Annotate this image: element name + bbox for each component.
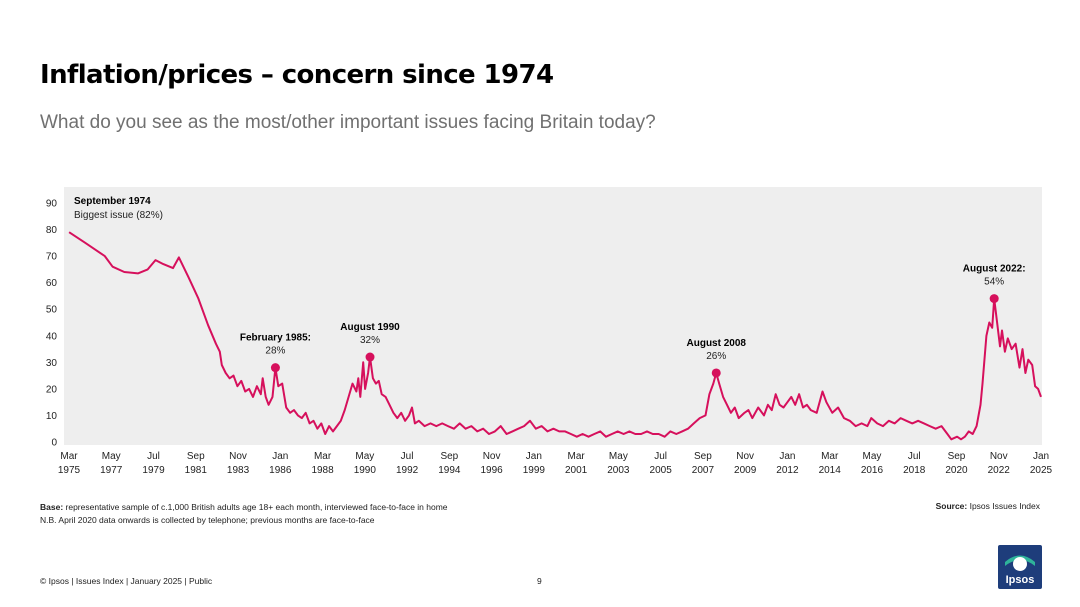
x-tick-month: Mar (821, 451, 839, 462)
x-tick-month: Jan (779, 451, 795, 462)
x-tick-month: May (609, 451, 628, 462)
y-tick-label: 40 (46, 331, 58, 342)
x-tick-month: Jul (401, 451, 414, 462)
x-tick-year: 1990 (354, 465, 377, 476)
footer-text: © Ipsos | Issues Index | January 2025 | … (40, 576, 213, 586)
page-subtitle: What do you see as the most/other import… (40, 112, 656, 133)
annotation-detail: Biggest issue (82%) (74, 210, 163, 221)
y-tick-label: 20 (46, 384, 58, 395)
y-tick-label: 70 (46, 252, 58, 263)
x-tick-year: 2007 (692, 465, 715, 476)
annotation-detail: 54% (984, 277, 1004, 288)
annotation-title: February 1985: (240, 333, 311, 344)
annotation-title: August 2022: (963, 264, 1026, 275)
x-tick-year: 1988 (311, 465, 334, 476)
x-tick-year: 2005 (650, 465, 673, 476)
y-tick-label: 60 (46, 278, 58, 289)
x-tick-year: 1975 (58, 465, 81, 476)
x-tick-month: May (862, 451, 881, 462)
page-title: Inflation/prices – concern since 1974 (40, 60, 554, 90)
x-tick-month: Mar (60, 451, 78, 462)
x-tick-year: 2003 (607, 465, 630, 476)
logo-text: Ipsos (1006, 574, 1035, 586)
x-tick-year: 2022 (988, 465, 1011, 476)
x-tick-year: 1979 (142, 465, 165, 476)
page-number: 9 (537, 576, 542, 586)
x-tick-year: 2016 (861, 465, 884, 476)
annotation-title: September 1974 (74, 196, 151, 207)
x-tick-month: Mar (568, 451, 586, 462)
x-tick-month: Jul (147, 451, 160, 462)
source: Source: Ipsos Issues Index (936, 501, 1040, 511)
x-tick-year: 2025 (1030, 465, 1053, 476)
x-tick-month: Sep (694, 451, 712, 462)
x-tick-year: 2018 (903, 465, 926, 476)
x-tick-year: 1986 (269, 465, 292, 476)
x-tick-year: 1983 (227, 465, 250, 476)
y-tick-label: 10 (46, 411, 58, 422)
x-tick-month: Nov (990, 451, 1008, 462)
source-text: Ipsos Issues Index (967, 501, 1040, 511)
y-tick-label: 30 (46, 358, 58, 369)
x-tick-month: Jul (654, 451, 667, 462)
y-tick-label: 0 (51, 438, 57, 449)
annotation-detail: 26% (706, 351, 726, 362)
x-tick-year: 2014 (819, 465, 842, 476)
x-tick-month: Nov (229, 451, 247, 462)
x-tick-year: 1981 (185, 465, 208, 476)
annotation-title: August 1990 (340, 322, 400, 333)
logo-dot (1013, 557, 1027, 571)
annotation-marker (989, 294, 999, 304)
x-tick-year: 2020 (945, 465, 968, 476)
annotations: September 1974 Biggest issue (82%) Februar… (74, 196, 1026, 378)
x-tick-month: Nov (483, 451, 501, 462)
x-tick-year: 2012 (776, 465, 799, 476)
y-tick-label: 50 (46, 305, 58, 316)
y-tick-label: 80 (46, 225, 58, 236)
y-tick-label: 90 (46, 199, 58, 210)
x-tick-year: 1992 (396, 465, 419, 476)
base-label: Base: (40, 502, 64, 512)
x-tick-month: Nov (736, 451, 754, 462)
annotation-marker (365, 352, 375, 362)
x-tick-month: Sep (948, 451, 966, 462)
notes: Base: representative sample of c.1,000 B… (40, 501, 448, 527)
x-tick-year: 2009 (734, 465, 757, 476)
x-tick-month: Jul (908, 451, 921, 462)
nb-text: N.B. April 2020 data onwards is collecte… (40, 515, 375, 525)
x-tick-month: Sep (440, 451, 458, 462)
annotation-title: August 2008 (687, 338, 747, 349)
base-text: representative sample of c.1,000 British… (63, 502, 448, 512)
series-line-inflation (68, 231, 1042, 441)
y-axis: 0 10 20 30 40 50 60 70 80 90 (46, 199, 58, 449)
x-tick-month: Mar (314, 451, 332, 462)
x-tick-month: Jan (272, 451, 288, 462)
source-label: Source: (935, 501, 968, 511)
x-tick-year: 1994 (438, 465, 461, 476)
x-axis: Mar 1975 May 1977 Jul 1979 Sep 1981 Nov 1983 Jan 19… (58, 451, 1053, 476)
annotation-marker (711, 368, 721, 378)
annotation-detail: 28% (265, 346, 285, 357)
x-tick-month: Jan (526, 451, 542, 462)
x-tick-year: 1996 (480, 465, 503, 476)
x-tick-year: 1977 (100, 465, 123, 476)
annotation-detail: 32% (360, 335, 380, 346)
x-tick-month: May (355, 451, 374, 462)
x-tick-month: Jan (1033, 451, 1049, 462)
x-tick-month: Sep (187, 451, 205, 462)
plot-background (64, 187, 1042, 445)
x-tick-year: 1999 (523, 465, 546, 476)
x-tick-year: 2001 (565, 465, 588, 476)
annotation-marker (270, 363, 280, 373)
logo-arc (1005, 555, 1035, 566)
ipsos-logo: Ipsos (998, 545, 1042, 589)
x-tick-month: May (102, 451, 121, 462)
